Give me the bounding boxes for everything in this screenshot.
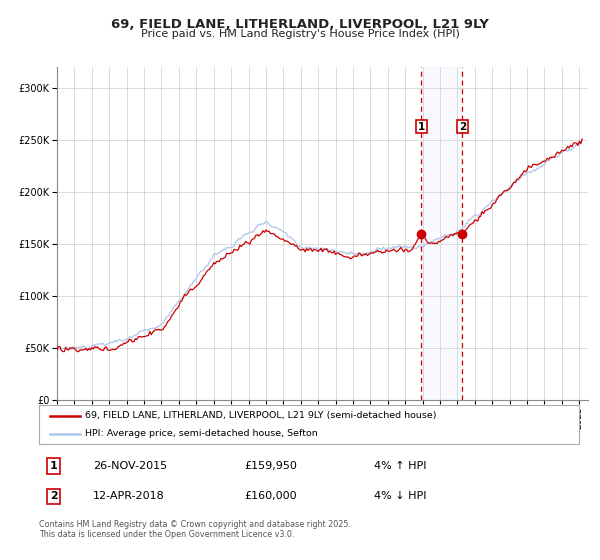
Text: 69, FIELD LANE, LITHERLAND, LIVERPOOL, L21 9LY (semi-detached house): 69, FIELD LANE, LITHERLAND, LIVERPOOL, L… bbox=[85, 411, 436, 420]
Text: Price paid vs. HM Land Registry's House Price Index (HPI): Price paid vs. HM Land Registry's House … bbox=[140, 29, 460, 39]
Text: £160,000: £160,000 bbox=[244, 491, 297, 501]
Text: 2: 2 bbox=[458, 122, 466, 132]
Bar bbox=[421, 67, 463, 400]
Text: 1: 1 bbox=[418, 122, 425, 132]
Text: 2: 2 bbox=[50, 491, 58, 501]
Text: Contains HM Land Registry data © Crown copyright and database right 2025.
This d: Contains HM Land Registry data © Crown c… bbox=[39, 520, 351, 539]
Text: £159,950: £159,950 bbox=[244, 461, 297, 471]
Text: 1: 1 bbox=[50, 461, 58, 471]
Text: 69, FIELD LANE, LITHERLAND, LIVERPOOL, L21 9LY: 69, FIELD LANE, LITHERLAND, LIVERPOOL, L… bbox=[111, 18, 489, 31]
Text: 26-NOV-2015: 26-NOV-2015 bbox=[93, 461, 167, 471]
Text: HPI: Average price, semi-detached house, Sefton: HPI: Average price, semi-detached house,… bbox=[85, 430, 317, 438]
Text: 12-APR-2018: 12-APR-2018 bbox=[93, 491, 165, 501]
Text: 4% ↓ HPI: 4% ↓ HPI bbox=[374, 491, 426, 501]
FancyBboxPatch shape bbox=[39, 405, 579, 444]
Text: 4% ↑ HPI: 4% ↑ HPI bbox=[374, 461, 426, 471]
